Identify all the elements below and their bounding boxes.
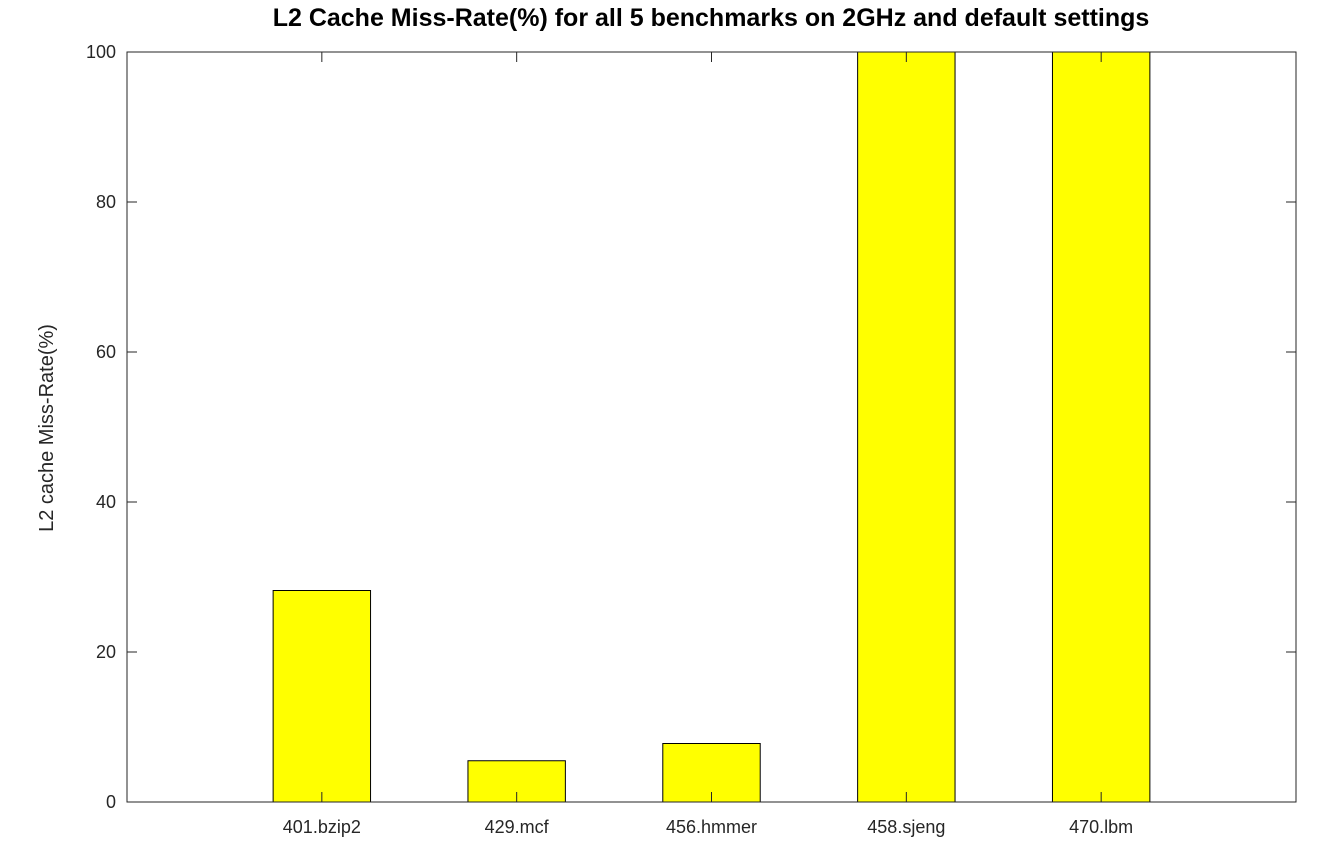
y-tick-label: 0 — [106, 792, 116, 812]
y-axis-label: L2 cache Miss-Rate(%) — [36, 324, 58, 532]
bars-group — [272, 51, 1151, 803]
bar-458-sjeng — [857, 51, 956, 803]
x-tick-label: 470.lbm — [1069, 817, 1133, 837]
y-tick-label: 100 — [86, 42, 116, 62]
x-tick-label: 458.sjeng — [867, 817, 945, 837]
x-tick-label: 456.hmmer — [666, 817, 757, 837]
y-tick-label: 60 — [96, 342, 116, 362]
tick-labels-group: 401.bzip2 429.mcf 456.hmmer 458.sjeng 470.lb… — [86, 42, 1133, 837]
bar-470-lbm — [1051, 51, 1151, 803]
y-tick-label: 20 — [96, 642, 116, 662]
y-tick-label: 40 — [96, 492, 116, 512]
bar-401-bzip2 — [272, 590, 372, 803]
plot-area-frame — [126, 51, 1297, 803]
x-tick-label: 429.mcf — [485, 817, 550, 837]
x-tick-label: 401.bzip2 — [283, 817, 361, 837]
y-tick-label: 80 — [96, 192, 116, 212]
chart-title: L2 Cache Miss-Rate(%) for all 5 benchmar… — [273, 4, 1150, 32]
